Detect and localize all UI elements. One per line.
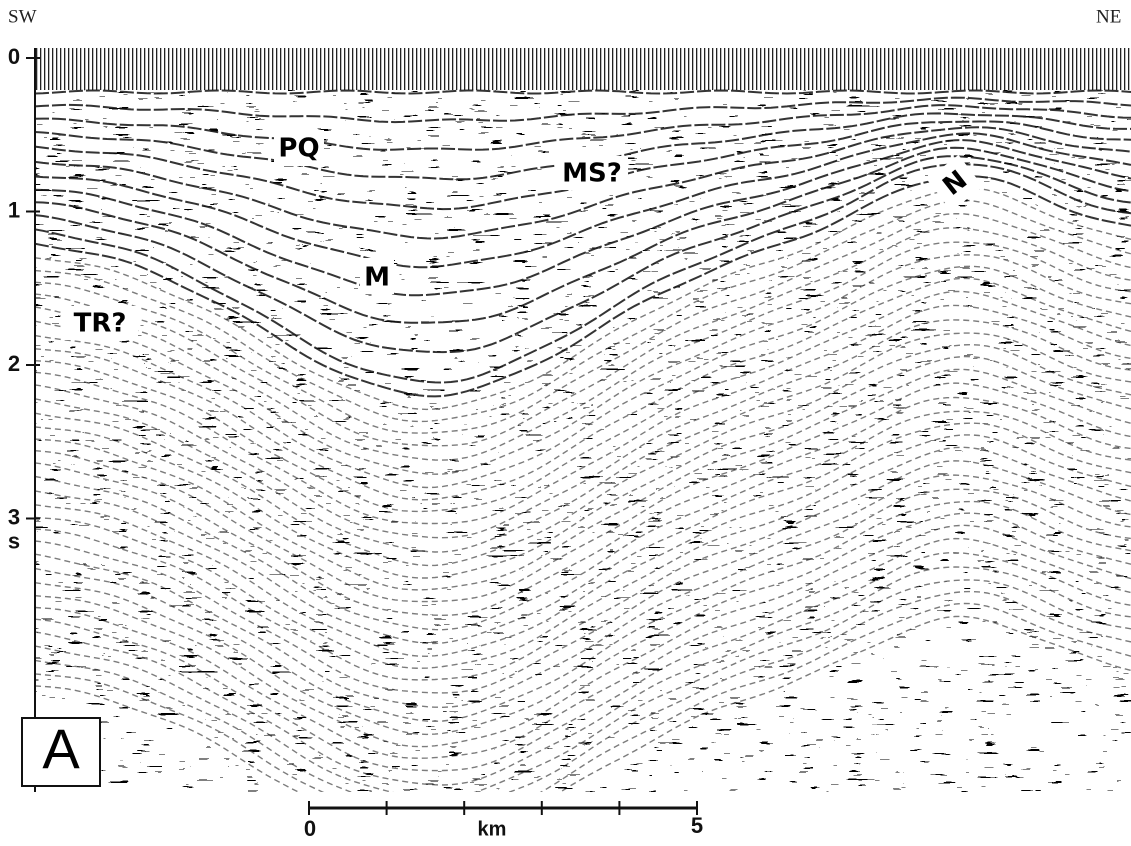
unit-label: MS? xyxy=(562,159,622,189)
unit-label: M xyxy=(364,263,390,293)
scale-unit: km xyxy=(478,818,507,840)
direction-right: NE xyxy=(1096,6,1121,27)
unit-label: TR? xyxy=(74,309,127,339)
time-tick-label: 3 xyxy=(8,504,20,529)
page: SW NE 0123s PQ MS? M N TR? A 0 km 5 (() … xyxy=(0,0,1131,842)
scale-end: 5 xyxy=(691,813,703,838)
direction-left: SW xyxy=(8,6,37,27)
seismic-figure: SW NE 0123s PQ MS? M N TR? A 0 km 5 xyxy=(0,0,1131,842)
scale-start: 0 xyxy=(304,816,316,841)
time-unit: s xyxy=(8,528,20,553)
time-tick-label: 0 xyxy=(8,44,20,69)
panel-label: A xyxy=(42,717,80,780)
water-column-traces xyxy=(35,48,1131,90)
unit-label: PQ xyxy=(278,134,319,164)
time-tick-label: 2 xyxy=(8,351,20,376)
scale-bar: 0 km 5 xyxy=(304,801,703,841)
time-tick-label: 1 xyxy=(8,197,20,222)
